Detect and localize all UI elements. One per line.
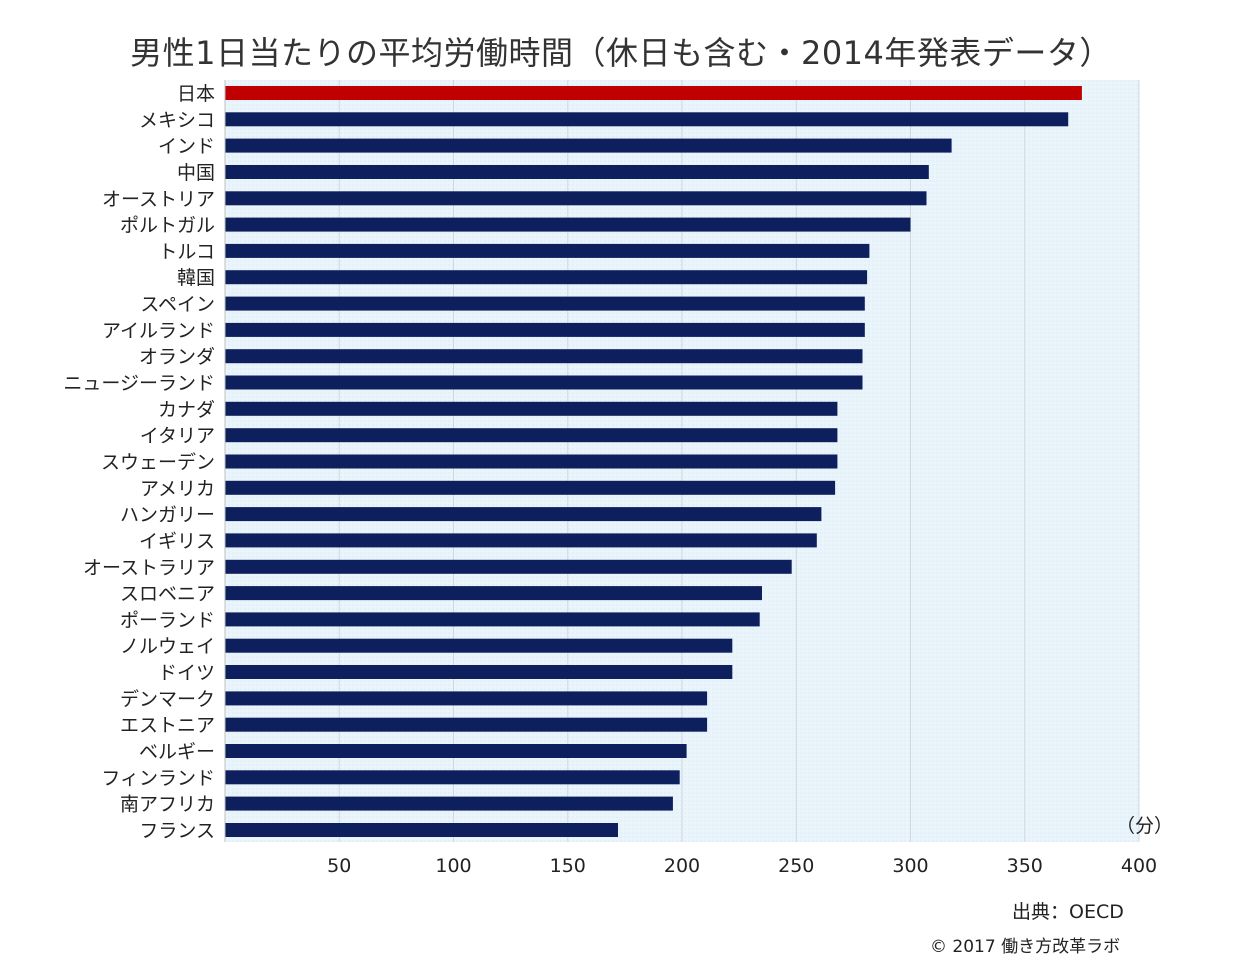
category-label: 南アフリカ [120,794,215,816]
x-axis-unit-label: （分） [1116,815,1174,837]
category-label: フランス [139,820,215,842]
bar-17 [225,533,817,548]
bar-21 [225,638,733,653]
bar-10 [225,349,863,364]
bar-0 [225,86,1082,100]
category-label: 中国 [177,162,215,184]
category-label: スウェーデン [101,452,215,474]
category-label: アイルランド [102,320,215,342]
category-label: ノルウェイ [120,636,215,658]
bar-16 [225,507,822,522]
bar-28 [225,823,618,837]
category-label: フィンランド [101,767,215,789]
bar-22 [225,665,733,679]
source-note: 出典：OECD [1012,901,1124,923]
bar-2 [225,138,952,153]
bar-20 [225,612,760,627]
category-label: ポーランド [120,609,215,631]
x-tick-label: 200 [664,855,700,877]
category-label: スペイン [140,294,215,316]
category-label: スロベニア [120,583,215,605]
bar-18 [225,559,792,574]
category-label: オランダ [139,346,215,368]
x-tick-labels: 50 100 150 200 250 300 350 400 [327,855,1157,877]
bar-8 [225,296,865,311]
bar-1 [225,112,1069,127]
bar-5 [225,217,911,232]
x-tick-label: 50 [327,855,351,877]
category-label: トルコ [158,241,215,263]
bar-14 [225,454,838,469]
category-label: イタリア [140,425,215,447]
bars [225,86,1082,837]
bar-7 [225,270,868,285]
bar-24 [225,717,708,732]
category-label: アメリカ [140,478,215,500]
category-labels: 日本メキシコインド中国オーストリアポルトガルトルコ韓国スペインアイルランドオラン… [63,83,215,842]
bar-15 [225,480,836,495]
x-tick-label: 250 [778,855,814,877]
category-label: ベルギー [139,741,215,763]
bar-3 [225,165,929,179]
category-label: オーストラリア [83,557,215,579]
category-label: カナダ [158,399,215,421]
category-label: オーストリア [102,188,215,210]
bar-23 [225,691,708,706]
category-label: イギリス [139,530,215,552]
bar-6 [225,243,870,258]
category-label: 韓国 [177,267,215,289]
category-label: ハンガリー [120,504,215,526]
category-label: 日本 [177,83,215,105]
category-label: ポルトガル [120,215,215,237]
bar-26 [225,770,680,785]
category-label: メキシコ [139,109,215,131]
bar-25 [225,744,687,758]
x-tick-label: 100 [435,855,471,877]
chart-title: 男性1日当たりの平均労働時間（休日も含む・2014年発表データ） [130,34,1112,72]
copyright-note: © 2017 働き方改革ラボ [930,937,1121,957]
category-label: インド [158,136,215,158]
category-label: エストニア [120,715,215,737]
x-tick-label: 400 [1121,855,1157,877]
bar-4 [225,191,927,206]
x-tick-label: 350 [1007,855,1043,877]
bar-13 [225,428,838,443]
x-tick-label: 150 [550,855,586,877]
bar-9 [225,322,865,337]
bar-12 [225,401,838,416]
x-tick-label: 300 [892,855,928,877]
category-label: ドイツ [158,662,215,684]
category-label: デンマーク [120,688,215,710]
bar-11 [225,375,863,390]
category-label: ニュージーランド [63,373,215,395]
bar-27 [225,796,673,811]
bar-19 [225,586,762,601]
